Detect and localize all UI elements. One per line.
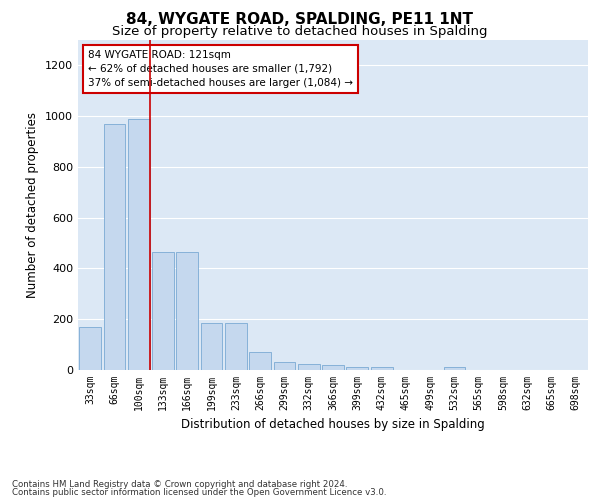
Text: Size of property relative to detached houses in Spalding: Size of property relative to detached ho… (112, 25, 488, 38)
Bar (128, 118, 149, 370)
Y-axis label: Number of detached properties: Number of detached properties (26, 112, 40, 298)
Bar (274, 362, 295, 370)
X-axis label: Distribution of detached houses by size in Spalding: Distribution of detached houses by size … (181, 418, 485, 432)
Bar (249, 352, 271, 370)
Bar (298, 364, 320, 370)
Bar (225, 323, 247, 370)
Text: 84, WYGATE ROAD, SPALDING, PE11 1NT: 84, WYGATE ROAD, SPALDING, PE11 1NT (127, 12, 473, 28)
Text: Contains HM Land Registry data © Crown copyright and database right 2024.: Contains HM Land Registry data © Crown c… (12, 480, 347, 489)
Bar (443, 367, 466, 370)
Bar (104, 124, 125, 370)
Bar (176, 252, 198, 370)
Text: Contains public sector information licensed under the Open Government Licence v3: Contains public sector information licen… (12, 488, 386, 497)
Bar (322, 365, 344, 370)
Text: 84 WYGATE ROAD: 121sqm
← 62% of detached houses are smaller (1,792)
37% of semi-: 84 WYGATE ROAD: 121sqm ← 62% of detached… (88, 50, 353, 88)
Bar (346, 367, 368, 370)
Bar (152, 252, 174, 370)
Bar (79, 327, 101, 370)
Bar (371, 367, 392, 370)
Bar (200, 323, 223, 370)
